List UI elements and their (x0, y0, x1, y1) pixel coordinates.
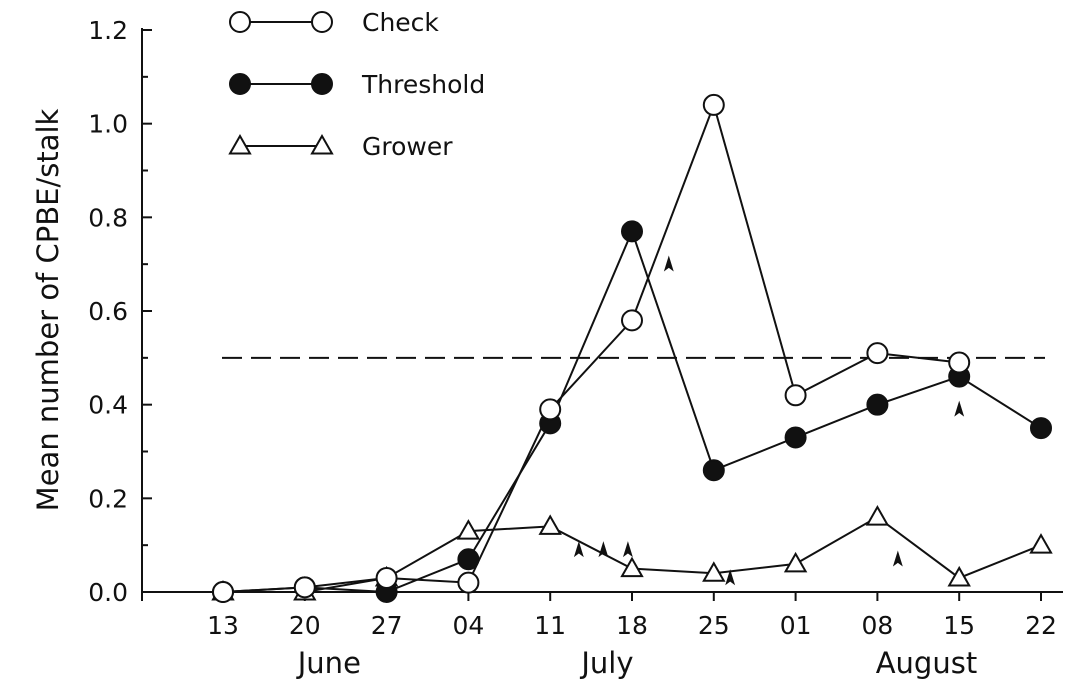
month-label: June (296, 646, 361, 680)
x-tick-label: 01 (780, 611, 812, 640)
legend-label-grower: Grower (362, 132, 453, 161)
check-point (866, 342, 889, 365)
spray-arrowhead (598, 541, 609, 558)
spray-arrowhead (892, 550, 903, 567)
arrowheads (573, 255, 965, 586)
y-tick-label: 1.0 (88, 110, 128, 139)
grower-point (538, 514, 562, 535)
grower-point (702, 561, 726, 582)
check-point (539, 398, 562, 421)
month-label: August (876, 646, 978, 680)
x-tick-label: 08 (861, 611, 893, 640)
legend-marker-grower (228, 133, 252, 155)
threshold-series-line (222, 228, 1042, 594)
legend-label-check: Check (362, 8, 439, 37)
threshold-point (1030, 417, 1052, 440)
series-lines (222, 101, 1042, 594)
x-tick-label: 18 (616, 611, 648, 640)
legend-marker-grower (310, 133, 334, 155)
check-point (212, 581, 234, 603)
y-tick-label: 0.4 (88, 391, 128, 420)
check-point (702, 93, 725, 116)
y-tick-label: 1.2 (88, 16, 128, 45)
x-tick-label: 25 (698, 611, 730, 640)
legend-marker-check (229, 11, 251, 33)
spray-arrowhead (663, 255, 674, 272)
check-point (784, 384, 807, 407)
check-point (948, 351, 971, 374)
threshold-point (866, 393, 889, 416)
x-tick-label: 22 (1025, 611, 1057, 640)
grower-point (865, 505, 890, 526)
month-label: July (579, 646, 633, 680)
y-tick-label: 0.2 (88, 484, 128, 513)
grower-point (783, 551, 808, 573)
legend-marker-threshold (229, 73, 251, 95)
grower-point (456, 519, 481, 540)
spray-arrowhead (954, 400, 965, 417)
check-series-line (222, 101, 960, 593)
threshold-point (457, 548, 480, 571)
legend: Check Threshold Grower (228, 8, 485, 161)
check-point (375, 566, 398, 589)
spray-arrowhead (725, 569, 736, 586)
y-tick-label: 0.0 (88, 578, 128, 607)
x-tick-label: 15 (943, 611, 975, 640)
spray-arrowhead (622, 541, 633, 558)
legend-label-threshold: Threshold (361, 70, 485, 99)
grower-point (620, 556, 644, 578)
legend-marker-threshold (311, 73, 333, 95)
grower-point (947, 565, 971, 587)
grower-point (1029, 533, 1053, 554)
series-markers (211, 93, 1053, 603)
check-point (621, 309, 643, 332)
spray-arrowhead (573, 541, 584, 558)
threshold-point (702, 459, 725, 482)
x-tick-label: 13 (207, 611, 239, 640)
threshold-point (784, 426, 807, 449)
x-tick-label: 11 (534, 611, 566, 640)
ticks: 0.0 0.2 0.4 0.6 0.8 1.0 1.2 13 20 27 04 11 18 25 01 08 1… (88, 16, 1057, 680)
axes (141, 28, 1063, 593)
x-tick-label: 20 (289, 611, 321, 640)
x-tick-label: 04 (452, 611, 484, 640)
legend-marker-check (311, 11, 333, 33)
y-tick-label: 0.6 (88, 297, 128, 326)
check-point (457, 571, 480, 594)
y-axis-title: Mean number of CPBE/stalk (31, 108, 65, 511)
y-tick-label: 0.8 (88, 203, 128, 232)
threshold-point (621, 220, 643, 243)
x-tick-label: 27 (371, 611, 403, 640)
check-point (293, 576, 316, 599)
